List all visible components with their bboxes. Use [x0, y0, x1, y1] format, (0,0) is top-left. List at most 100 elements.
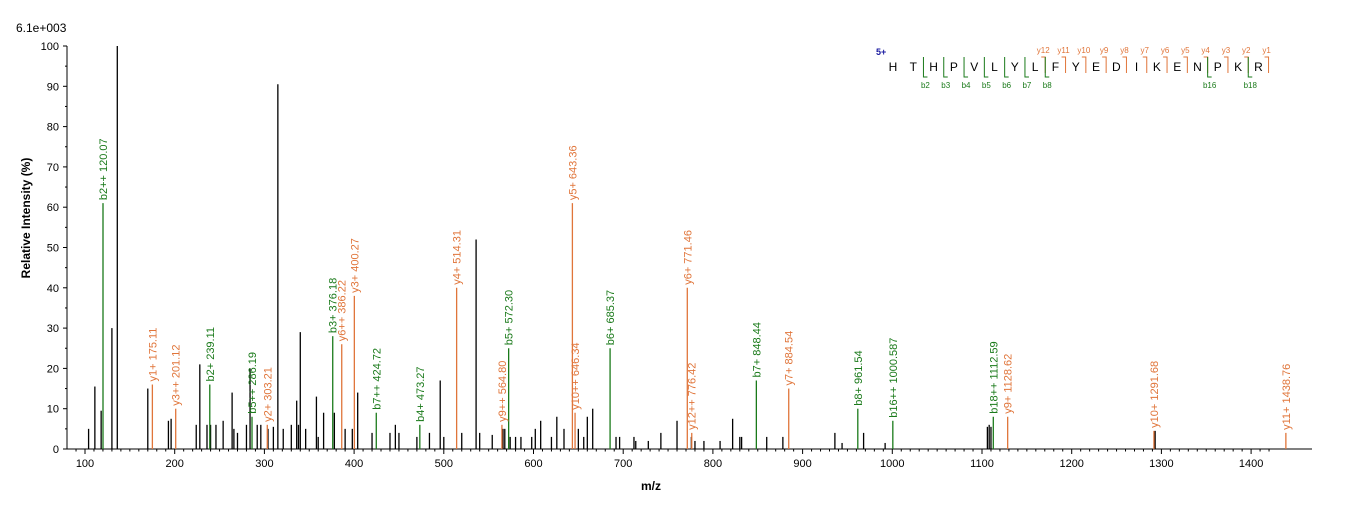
b-ion-bracket — [1247, 57, 1253, 78]
peak-label-b-ion: b7+ 848.44 — [751, 322, 763, 377]
y-tick-label: 0 — [53, 444, 59, 456]
y-ion-bracket — [1061, 56, 1067, 73]
x-tick-label: 400 — [345, 458, 363, 470]
y-tick-label: 70 — [47, 162, 59, 174]
y-ion-label: y6 — [1161, 46, 1170, 55]
b-ion-bracket — [1044, 57, 1050, 78]
peak-label-y-ion: y9+ 1128.62 — [1003, 354, 1015, 414]
b-ion-bracket — [963, 57, 969, 78]
sequence-residue: P — [1214, 60, 1222, 74]
y-tick-label: 10 — [47, 404, 59, 416]
x-axis: 100 200 300 400 500 600 700 800 900 1000 1100 1200 1… — [67, 448, 1312, 470]
y-ion-bracket — [1122, 56, 1127, 73]
peak-label-b-ion: b3+ 376.18 — [328, 278, 340, 333]
y-ion-label: y9 — [1100, 46, 1109, 55]
sequence-residue: D — [1112, 60, 1121, 74]
peak-label-y-ion: y10+ 1291.68 — [1149, 361, 1161, 428]
sequence-residue: N — [1193, 60, 1202, 74]
x-tick-label: 1400 — [1239, 458, 1263, 470]
peak-label-b-ion: b4+ 473.27 — [415, 366, 427, 421]
sequence-residue: K — [1234, 60, 1242, 74]
b-ion-bracket — [922, 57, 928, 78]
y-ion-label: y11 — [1057, 46, 1070, 55]
y-ion-bracket — [1223, 56, 1229, 73]
intensity-scale-label: 6.1e+003 — [16, 21, 67, 35]
x-tick-label: 1300 — [1149, 458, 1173, 470]
b-ion-label: b7 — [1022, 81, 1031, 90]
x-tick-label: 1100 — [970, 458, 994, 470]
x-tick-label: 300 — [255, 458, 273, 470]
x-tick-label: 900 — [793, 458, 811, 470]
peak-label-y-ion: y3+ 400.27 — [349, 238, 361, 293]
b-ion-label: b6 — [1002, 81, 1011, 90]
peak-label-b-ion: b5+ 572.30 — [504, 290, 516, 345]
sequence-residue: I — [1135, 60, 1138, 74]
sequence-residue: Y — [1072, 60, 1080, 74]
sequence-residue: K — [1153, 60, 1161, 74]
x-tick-label: 800 — [704, 458, 722, 470]
y-ion-label: y1 — [1262, 46, 1271, 55]
x-tick-label: 100 — [76, 458, 94, 470]
y-tick-label: 90 — [47, 81, 59, 93]
y-tick-label: 40 — [47, 283, 59, 295]
x-tick-label: 700 — [614, 458, 632, 470]
y-ion-label: y5 — [1181, 46, 1190, 55]
y-tick-label: 30 — [47, 323, 59, 335]
b-ion-label: b5 — [982, 81, 991, 90]
b-ion-label: b16 — [1203, 81, 1217, 90]
y-ion-bracket — [1102, 56, 1107, 73]
y-tick-label: 50 — [47, 243, 59, 255]
b-ion-label: b2 — [921, 81, 930, 90]
peak-label-y-ion: y4+ 514.31 — [452, 230, 464, 285]
b-ion-bracket — [943, 57, 948, 78]
y-ion-bracket — [1183, 56, 1188, 73]
y-ion-label: y2 — [1242, 46, 1251, 55]
charge-state-label: 5+ — [876, 47, 886, 57]
y-ion-bracket — [1203, 56, 1209, 73]
sequence-residue: E — [1092, 60, 1100, 74]
peak-label-y-ion: y12++ 776.42 — [687, 363, 699, 430]
peak-label-b-ion: b16++ 1000.587 — [888, 338, 900, 418]
peak-label-b-ion: b2+ 239.11 — [205, 327, 217, 382]
sequence-residue: E — [1173, 60, 1181, 74]
b-ion-label: b3 — [941, 81, 950, 90]
peak-label-y-ion: y6++ 386.22 — [337, 280, 349, 341]
peaks-layer — [87, 46, 1287, 449]
y-ion-label: y4 — [1201, 46, 1210, 55]
peak-label-b-ion: b5++ 286.19 — [247, 352, 259, 414]
x-tick-label: 1200 — [1059, 458, 1083, 470]
peak-label-b-ion: b8+ 961.54 — [853, 350, 865, 405]
peak-label-b-ion: b6+ 685.37 — [605, 290, 617, 345]
x-tick-label: 200 — [166, 458, 184, 470]
sequence-residue: Y — [1011, 60, 1019, 74]
y-tick-label: 60 — [47, 202, 59, 214]
sequence-residue: T — [910, 60, 918, 74]
peak-label-y-ion: y9++ 564.80 — [497, 361, 509, 422]
peak-label-y-ion: y7+ 884.54 — [784, 331, 796, 386]
b-ion-bracket — [983, 57, 989, 78]
y-ion-bracket — [1244, 56, 1249, 73]
sequence-residue: R — [1254, 60, 1263, 74]
sequence-residue: F — [1052, 60, 1059, 74]
y-ion-label: y8 — [1120, 46, 1129, 55]
y-tick-label: 100 — [41, 41, 59, 53]
y-ion-bracket — [1142, 56, 1148, 73]
b-ion-label: b8 — [1043, 81, 1052, 90]
peak-label-y-ion: y2+ 303.21 — [262, 367, 274, 422]
b-ion-bracket — [1004, 57, 1009, 78]
y-axis-title: Relative Intensity (%) — [19, 158, 33, 279]
b-ion-label: b4 — [962, 81, 971, 90]
b-ion-bracket — [1207, 57, 1212, 78]
sequence-residue: H — [889, 60, 898, 74]
b-ion-label: b18 — [1244, 81, 1258, 90]
y-ion-bracket — [1041, 56, 1046, 73]
x-tick-label: 600 — [524, 458, 542, 470]
y-ion-bracket — [1163, 56, 1168, 73]
y-ion-label: y10 — [1077, 46, 1090, 55]
b-ion-bracket — [1024, 57, 1029, 78]
y-ion-label: y12 — [1037, 46, 1050, 55]
y-tick-label: 80 — [47, 122, 59, 134]
peak-label-y-ion: y11+ 1438.76 — [1281, 364, 1293, 430]
